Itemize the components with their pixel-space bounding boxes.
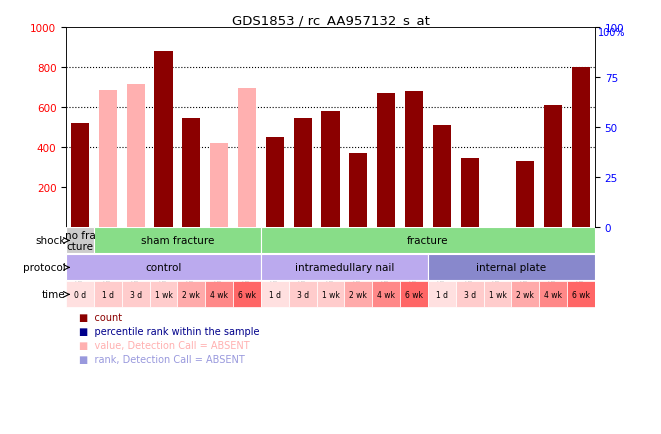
Text: control: control (145, 263, 182, 273)
Bar (293, 119, 312, 227)
Text: ■  rank, Detection Call = ABSENT: ■ rank, Detection Call = ABSENT (79, 354, 245, 364)
Bar (94, 228, 261, 254)
Bar (349, 154, 368, 227)
Text: 6 wk: 6 wk (405, 290, 423, 299)
Text: 1 d: 1 d (436, 290, 447, 299)
Bar (66, 255, 261, 281)
Bar (400, 282, 428, 308)
Text: 6 wk: 6 wk (572, 290, 590, 299)
Bar (71, 124, 89, 227)
Text: 3 d: 3 d (130, 290, 141, 299)
Bar (266, 138, 284, 227)
Text: 2 wk: 2 wk (350, 290, 368, 299)
Bar (317, 282, 344, 308)
Bar (210, 144, 228, 227)
Bar (372, 282, 400, 308)
Bar (539, 282, 567, 308)
Bar (261, 228, 595, 254)
Text: sham fracture: sham fracture (141, 236, 214, 246)
Text: 1 wk: 1 wk (321, 290, 340, 299)
Bar (122, 282, 149, 308)
Title: GDS1853 / rc_AA957132_s_at: GDS1853 / rc_AA957132_s_at (231, 14, 430, 27)
Text: intramedullary nail: intramedullary nail (295, 263, 394, 273)
Text: ■  count: ■ count (79, 312, 122, 322)
Bar (428, 282, 455, 308)
Text: ■  value, Detection Call = ABSENT: ■ value, Detection Call = ABSENT (79, 340, 250, 350)
Bar (544, 106, 563, 227)
Text: 100%: 100% (598, 28, 626, 38)
Bar (177, 282, 206, 308)
Text: ■  percentile rank within the sample: ■ percentile rank within the sample (79, 326, 260, 336)
Text: 2 wk: 2 wk (182, 290, 200, 299)
Bar (433, 126, 451, 227)
Bar (321, 112, 340, 227)
Bar (261, 282, 289, 308)
Text: 1 d: 1 d (102, 290, 114, 299)
Bar (182, 119, 200, 227)
Bar (405, 92, 423, 227)
Bar (512, 282, 539, 308)
Bar (377, 94, 395, 227)
Text: 6 wk: 6 wk (238, 290, 256, 299)
Text: 3 d: 3 d (463, 290, 476, 299)
Bar (572, 68, 590, 227)
Text: no fra
cture: no fra cture (65, 230, 95, 252)
Text: 1 wk: 1 wk (488, 290, 506, 299)
Text: protocol: protocol (22, 263, 65, 273)
Text: 2 wk: 2 wk (516, 290, 534, 299)
Bar (516, 162, 534, 227)
Bar (66, 228, 94, 254)
Bar (289, 282, 317, 308)
Bar (98, 91, 117, 227)
Text: 0 d: 0 d (74, 290, 86, 299)
Text: fracture: fracture (407, 236, 449, 246)
Bar (94, 282, 122, 308)
Bar (155, 52, 173, 227)
Text: 4 wk: 4 wk (377, 290, 395, 299)
Text: shock: shock (35, 236, 65, 246)
Bar (461, 159, 479, 227)
Bar (66, 282, 94, 308)
Bar (484, 282, 512, 308)
Bar (238, 89, 256, 227)
Bar (428, 255, 595, 281)
Text: 4 wk: 4 wk (544, 290, 562, 299)
Bar (127, 85, 145, 227)
Bar (206, 282, 233, 308)
Text: 3 d: 3 d (297, 290, 309, 299)
Text: time: time (42, 290, 65, 299)
Bar (455, 282, 484, 308)
Text: 4 wk: 4 wk (210, 290, 228, 299)
Bar (567, 282, 595, 308)
Bar (233, 282, 261, 308)
Text: 1 d: 1 d (269, 290, 281, 299)
Text: 1 wk: 1 wk (155, 290, 173, 299)
Bar (344, 282, 372, 308)
Bar (149, 282, 177, 308)
Bar (261, 255, 428, 281)
Text: internal plate: internal plate (477, 263, 547, 273)
